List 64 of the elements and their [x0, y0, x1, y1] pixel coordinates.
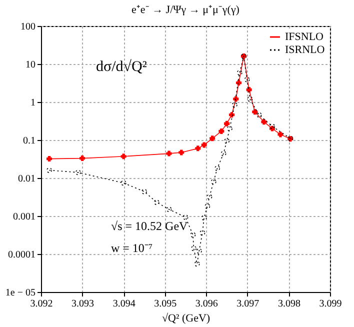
point [141, 188, 147, 194]
point [178, 150, 184, 156]
chart-title: e⁺e⁻ → J/Ψγ → μ⁺μ⁻γ(γ) [132, 4, 240, 16]
annotation: √s = 10.52 GeV [111, 219, 188, 233]
point [204, 204, 210, 210]
x-axis-title: √Q² (GeV) [162, 312, 210, 324]
point [166, 206, 172, 212]
point [120, 180, 126, 186]
legend-label: ISRNLO [285, 44, 325, 56]
point [224, 138, 230, 144]
y-tick-label: 0.001 [13, 212, 36, 222]
point [166, 150, 172, 156]
point [200, 230, 206, 236]
x-tick-label: 3.098 [278, 298, 300, 310]
point [246, 87, 252, 92]
x-tick-label: 3.092 [30, 298, 53, 310]
point [75, 170, 81, 176]
y-tick-label: 1e − 05 [5, 288, 36, 298]
x-tick-label: 3.099 [319, 298, 342, 310]
point [218, 128, 224, 134]
point [236, 80, 242, 86]
point [252, 109, 258, 115]
point [196, 248, 202, 254]
point [154, 200, 160, 205]
point [226, 126, 232, 132]
point [256, 112, 262, 118]
annotation: w = 10⁻⁷ [111, 241, 153, 255]
point [195, 146, 201, 152]
point [236, 70, 242, 76]
y-tick-label: 10 [26, 60, 36, 70]
y-tick-label: 0.1 [23, 136, 36, 146]
legend-label: IFSNLO [285, 31, 324, 43]
point [232, 102, 238, 108]
point [201, 215, 207, 220]
y-tick-label: 1 [30, 98, 36, 108]
point [46, 156, 52, 162]
point [214, 166, 220, 172]
point [201, 142, 207, 148]
x-tick-label: 3.095 [154, 298, 177, 310]
point [233, 96, 239, 102]
point [244, 76, 250, 82]
x-tick-label: 3.094 [112, 298, 136, 310]
point [224, 120, 230, 126]
x-tick-label: 3.096 [195, 298, 218, 310]
point [80, 156, 86, 162]
y-tick-label: 100 [20, 22, 36, 32]
y-tick-label: 0.01 [18, 174, 36, 184]
y-tick-label: 0.0001 [8, 250, 36, 260]
point [194, 261, 200, 267]
point [261, 119, 267, 125]
point [278, 132, 284, 138]
point [210, 178, 216, 184]
annotation: dσ/d√Q² [96, 59, 148, 75]
x-tick-label: 3.093 [72, 298, 94, 310]
x-tick-label: 3.097 [236, 298, 260, 310]
point [220, 150, 226, 156]
point [120, 154, 126, 160]
point [210, 136, 216, 142]
point [247, 96, 253, 102]
point [206, 194, 212, 200]
point [269, 124, 275, 129]
point [182, 214, 188, 220]
point [190, 232, 196, 238]
point [191, 246, 196, 252]
